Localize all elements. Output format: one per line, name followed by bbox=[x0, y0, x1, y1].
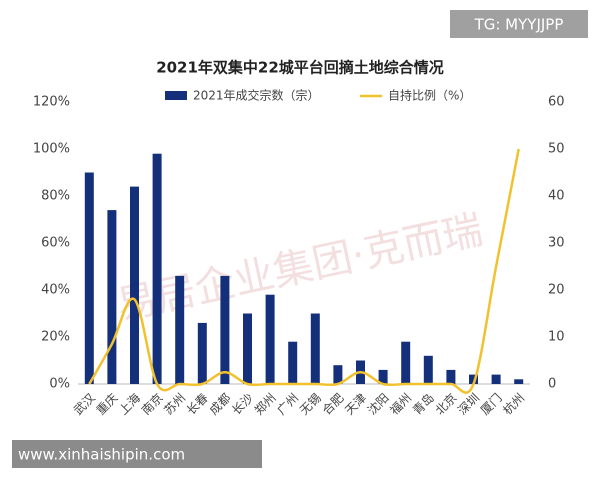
chart-title: 2021年双集中22城平台回摘土地综合情况 bbox=[156, 59, 444, 77]
bar bbox=[197, 322, 207, 384]
x-tick-label: 福州 bbox=[387, 390, 415, 418]
bar bbox=[175, 275, 185, 384]
legend-label: 自持比例（%） bbox=[388, 88, 471, 103]
y-tick-label: 20% bbox=[41, 330, 70, 345]
legend-swatch bbox=[165, 91, 187, 100]
bar bbox=[220, 275, 230, 384]
y2-tick-label: 20 bbox=[548, 283, 565, 298]
bar bbox=[84, 172, 94, 384]
x-tick-label: 广州 bbox=[274, 391, 301, 418]
bar bbox=[243, 313, 252, 384]
x-tick-label: 南京 bbox=[138, 390, 166, 418]
y-tick-label: 100% bbox=[33, 142, 70, 157]
y2-tick-label: 60 bbox=[548, 95, 565, 110]
x-tick-label: 沈阳 bbox=[364, 390, 392, 418]
y2-tick-label: 40 bbox=[548, 189, 565, 204]
x-tick-label: 长沙 bbox=[229, 391, 256, 418]
x-tick-label: 深圳 bbox=[455, 391, 482, 418]
bar bbox=[378, 369, 388, 384]
bar bbox=[130, 186, 139, 384]
line bbox=[88, 148, 520, 394]
y2-tick-label: 50 bbox=[548, 142, 565, 157]
legend-label: 2021年成交宗数（宗） bbox=[193, 88, 320, 103]
x-tick-label: 武汉 bbox=[71, 391, 98, 418]
x-tick-label: 厦门 bbox=[477, 390, 505, 418]
bar bbox=[310, 313, 320, 384]
bar bbox=[423, 355, 433, 384]
y-tick-label: 40% bbox=[41, 283, 70, 298]
bar bbox=[333, 365, 343, 384]
bar bbox=[152, 153, 162, 384]
x-tick-label: 天津 bbox=[342, 391, 369, 418]
bar bbox=[107, 210, 117, 384]
y-tick-label: 80% bbox=[41, 189, 70, 204]
y2-tick-label: 10 bbox=[548, 330, 565, 345]
x-tick-label: 郑州 bbox=[251, 390, 279, 418]
bar bbox=[401, 341, 411, 384]
x-tick-label: 北京 bbox=[433, 391, 460, 418]
bar bbox=[514, 379, 524, 384]
x-tick-label: 合肥 bbox=[319, 390, 347, 418]
x-tick-label: 苏州 bbox=[161, 391, 188, 418]
x-tick-label: 成都 bbox=[207, 391, 234, 418]
y-tick-label: 120% bbox=[33, 95, 70, 110]
bar bbox=[288, 341, 298, 384]
y-tick-label: 0% bbox=[49, 377, 70, 392]
watermark-middle: 易居企业集团·克而瑞 bbox=[113, 207, 487, 329]
x-tick-label: 杭州 bbox=[500, 390, 528, 418]
x-tick-label: 上海 bbox=[116, 390, 144, 418]
bar bbox=[446, 369, 456, 384]
bar bbox=[469, 374, 478, 384]
y2-tick-label: 30 bbox=[548, 236, 565, 251]
watermark-bottom: www.xinhaishipin.com bbox=[18, 446, 185, 464]
x-tick-label: 长春 bbox=[184, 391, 211, 418]
y2-tick-label: 0 bbox=[548, 377, 556, 392]
watermark-box bbox=[450, 10, 588, 38]
x-tick-label: 无锡 bbox=[296, 390, 324, 418]
bar bbox=[265, 294, 275, 384]
y-tick-label: 60% bbox=[41, 236, 70, 251]
x-tick-label: 青岛 bbox=[409, 390, 437, 418]
bar bbox=[491, 374, 501, 384]
watermark-bar bbox=[12, 440, 262, 468]
x-tick-label: 重庆 bbox=[94, 391, 121, 418]
watermark-top: TG: MYYJJPP bbox=[474, 16, 564, 34]
